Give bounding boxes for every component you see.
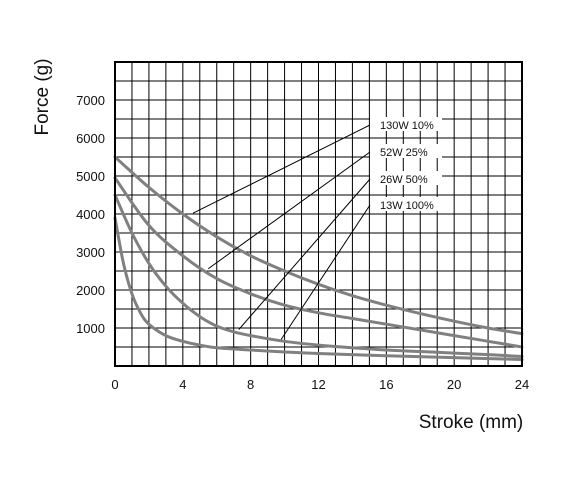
y-tick-label: 2000: [76, 283, 105, 298]
x-tick-label: 4: [179, 377, 186, 392]
leader-line: [280, 204, 371, 340]
series-line-2: [113, 176, 524, 349]
annotation-label-bg: [370, 197, 442, 211]
annotation-label-bg: [370, 117, 442, 131]
y-tick-label: 4000: [76, 207, 105, 222]
leader-line: [207, 151, 371, 270]
x-axis-title: Stroke (mm): [419, 412, 524, 433]
grid: [115, 62, 522, 366]
y-tick-label: 6000: [76, 131, 105, 146]
leader-line: [192, 124, 371, 214]
annotation-label: 13W 100%: [380, 200, 434, 212]
series-line-3: [113, 193, 524, 358]
annotation-label: 130W 10%: [380, 120, 434, 132]
y-axis-title: Force (g): [32, 58, 53, 135]
annotation-label: 52W 25%: [380, 147, 428, 159]
series-line-1: [113, 155, 524, 336]
annotation-label-bg: [370, 144, 442, 158]
leader-line: [238, 178, 371, 330]
x-tick-label: 8: [247, 377, 254, 392]
series-line-4: [113, 216, 524, 362]
x-tick-label: 24: [515, 377, 529, 392]
leader-annotations: 130W 10% 52W 25% 26W 50% 13W 100%: [192, 117, 442, 340]
annotation-label-bg: [370, 171, 442, 185]
x-tick-label: 12: [311, 377, 325, 392]
y-tick-label: 1000: [76, 321, 105, 336]
plot-frame: [114, 61, 523, 367]
y-tick-label: 3000: [76, 245, 105, 260]
x-tick-label: 20: [447, 377, 461, 392]
y-tick-label: 5000: [76, 169, 105, 184]
tick-labels: 0 4 8 12 16 20 24 1000 2000 3000 4000 5000 6000 7000: [76, 93, 529, 392]
x-tick-label: 0: [111, 377, 118, 392]
annotation-label: 26W 50%: [380, 174, 428, 186]
x-tick-label: 16: [379, 377, 393, 392]
series-lines: [113, 155, 524, 362]
y-tick-label: 7000: [76, 93, 105, 108]
